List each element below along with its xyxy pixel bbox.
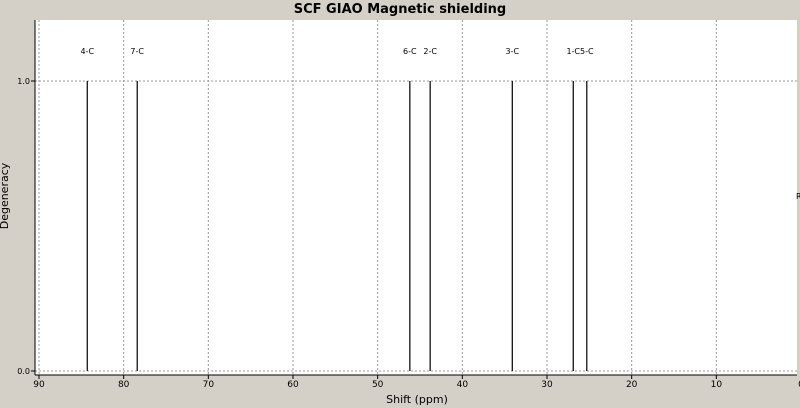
x-tick-label: 60 — [287, 380, 299, 390]
peak-label-layer: 4-C 7-C 6-C 2-C 3-C 1-C5-C Re — [80, 47, 800, 201]
peak-layer — [86, 81, 588, 371]
peak-label: 6-C — [403, 47, 417, 56]
y-tick-label: 1.0 — [17, 77, 30, 86]
plot-area — [35, 20, 797, 375]
x-tick-label: 30 — [541, 380, 553, 390]
x-tick-label: 40 — [457, 380, 469, 390]
x-axis-label: Shift (ppm) — [386, 393, 448, 406]
peak-label: Re — [796, 192, 800, 201]
chart-title: SCF GIAO Magnetic shielding — [293, 2, 507, 17]
x-tick-label: 80 — [118, 380, 130, 390]
grid-layer — [35, 20, 797, 375]
peak-label: 4-C — [80, 47, 94, 56]
x-tick-label: 50 — [372, 380, 384, 390]
x-tick-label: 20 — [626, 380, 638, 390]
peak-label: 5-C — [580, 47, 594, 56]
peak-label: 1-C — [566, 47, 580, 56]
x-tick-label: 0 — [798, 380, 800, 390]
x-tick-label: 70 — [203, 380, 215, 390]
peak-label: 7-C — [130, 47, 144, 56]
x-tick-label: 10 — [711, 380, 723, 390]
axis-layer: 90 80 70 60 50 40 30 20 10 0 0.0 1.0 — [17, 20, 800, 390]
y-tick-label: 0.0 — [17, 367, 30, 376]
peak-label: 2-C — [423, 47, 437, 56]
peak-label: 3-C — [506, 47, 520, 56]
x-tick-label: 90 — [33, 380, 45, 390]
